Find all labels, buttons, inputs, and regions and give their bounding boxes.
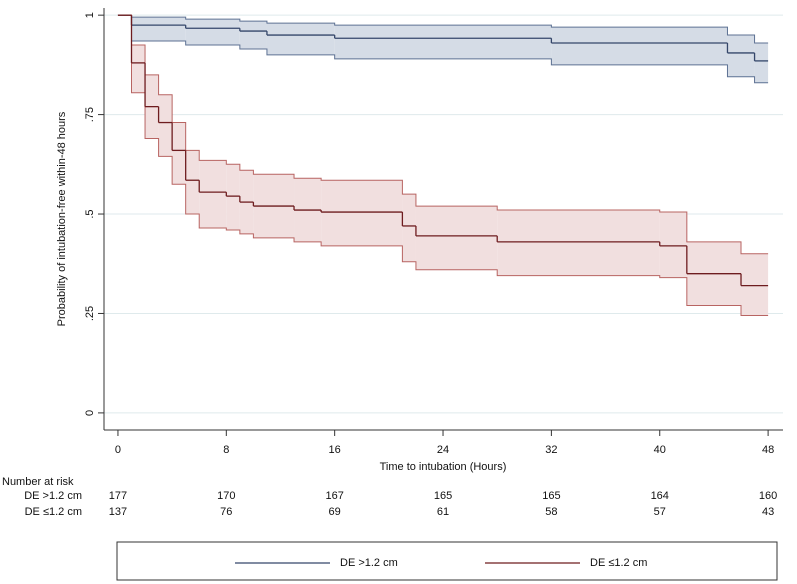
risk-count: 170 [217,490,235,502]
ci-band [185,19,240,45]
ci-band [727,35,755,77]
ci-band [415,206,498,270]
ci-edge [117,14,769,44]
legend-label: DE ≤1.2 cm [590,557,647,569]
ci-band [266,23,335,55]
risk-count: 167 [325,490,343,502]
legend-label: DE >1.2 cm [340,557,398,569]
risk-count: 137 [109,506,127,518]
ci-band [172,122,186,185]
risk-row-label: DE >1.2 cm [24,490,82,502]
x-axis-label: Time to intubation (Hours) [380,461,507,473]
ci-edge [117,14,769,255]
ci-band [158,94,173,157]
ci-band [497,210,660,276]
risk-count: 164 [651,490,669,502]
risk-count: 57 [654,506,666,518]
risk-count: 61 [437,506,449,518]
x-tick-label: 0 [115,444,121,456]
risk-count: 69 [329,506,341,518]
ci-band [131,44,146,93]
x-tick-label: 48 [762,444,774,456]
y-tick-label: .75 [84,107,96,122]
ci-edge [117,14,769,316]
risk-row-label: DE ≤1.2 cm [25,506,82,518]
y-tick-label: .5 [84,209,96,218]
risk-count: 58 [545,506,557,518]
ci-band [131,17,186,42]
ci-edge [117,14,769,84]
ci-band [402,194,416,262]
ci-band [754,43,769,83]
ci-band [321,180,403,246]
y-tick-label: 0 [84,410,96,416]
risk-count: 165 [542,490,560,502]
ci-band [741,253,769,316]
ci-band [199,160,227,228]
ci-band [551,27,728,65]
risk-count: 165 [434,490,452,502]
risk-table-title: Number at risk [2,476,74,488]
ci-band [659,212,687,278]
y-axis-label: Probability of intubation-free within-48… [56,111,68,326]
y-tick-label: 1 [84,12,96,18]
ci-band [239,21,267,49]
x-tick-label: 8 [223,444,229,456]
risk-count: 160 [759,490,777,502]
x-tick-label: 40 [654,444,666,456]
legend-box [116,541,778,581]
x-tick-label: 24 [437,444,449,456]
x-tick-label: 16 [329,444,341,456]
risk-count: 76 [220,506,232,518]
ci-band [334,25,552,59]
ci-band [185,150,200,215]
x-tick-label: 32 [545,444,557,456]
y-tick-label: .25 [84,306,96,321]
ci-band [226,164,240,230]
risk-count: 43 [762,506,774,518]
risk-count: 177 [109,490,127,502]
